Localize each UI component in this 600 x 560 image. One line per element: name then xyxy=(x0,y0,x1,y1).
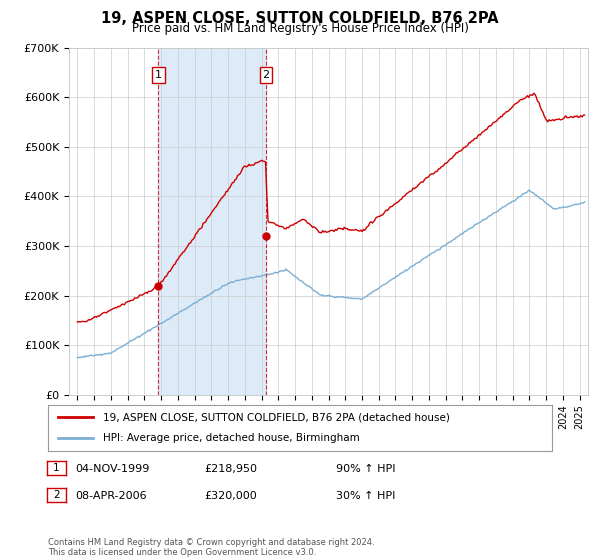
Text: 2: 2 xyxy=(262,70,269,80)
Text: 1: 1 xyxy=(155,70,162,80)
Text: HPI: Average price, detached house, Birmingham: HPI: Average price, detached house, Birm… xyxy=(103,433,360,444)
Text: 19, ASPEN CLOSE, SUTTON COLDFIELD, B76 2PA (detached house): 19, ASPEN CLOSE, SUTTON COLDFIELD, B76 2… xyxy=(103,412,451,422)
Text: £218,950: £218,950 xyxy=(204,464,257,474)
Bar xyxy=(158,48,266,395)
Text: 30% ↑ HPI: 30% ↑ HPI xyxy=(336,491,395,501)
Text: 08-APR-2006: 08-APR-2006 xyxy=(75,491,146,501)
Text: £320,000: £320,000 xyxy=(204,491,257,501)
Text: 1: 1 xyxy=(53,463,60,473)
Text: Price paid vs. HM Land Registry's House Price Index (HPI): Price paid vs. HM Land Registry's House … xyxy=(131,22,469,35)
Text: 90% ↑ HPI: 90% ↑ HPI xyxy=(336,464,395,474)
Text: 04-NOV-1999: 04-NOV-1999 xyxy=(75,464,149,474)
Text: 19, ASPEN CLOSE, SUTTON COLDFIELD, B76 2PA: 19, ASPEN CLOSE, SUTTON COLDFIELD, B76 2… xyxy=(101,11,499,26)
Text: Contains HM Land Registry data © Crown copyright and database right 2024.
This d: Contains HM Land Registry data © Crown c… xyxy=(48,538,374,557)
Text: 2: 2 xyxy=(53,490,60,500)
